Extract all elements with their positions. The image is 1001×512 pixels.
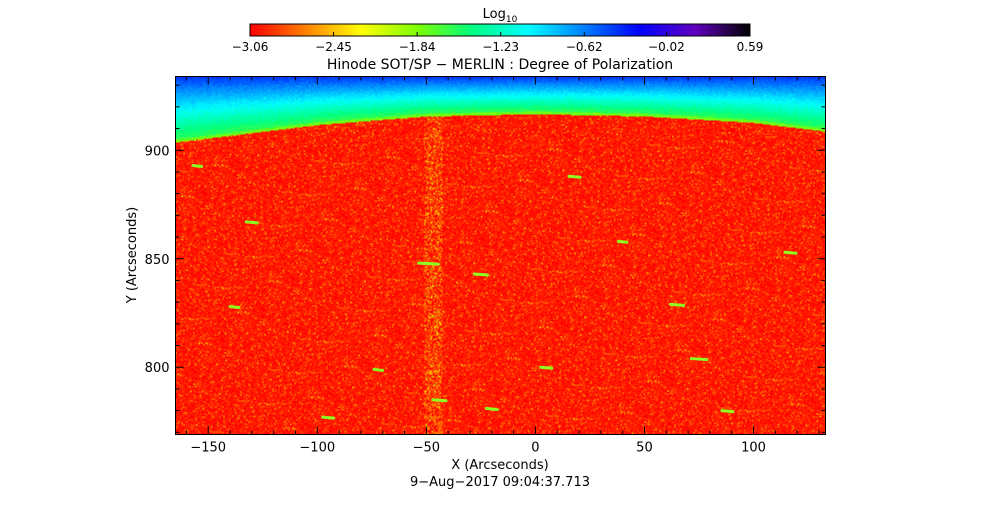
plot-frame [175,76,826,435]
y-axis-label: Y (Arcseconds) [125,207,140,304]
y-tick-label: 850 [145,253,170,268]
colorbar-tick-label: −0.62 [566,40,603,54]
colorbar-tick-label: −0.02 [648,40,685,54]
colorbar-gradient [249,23,751,37]
bright-feature [783,250,798,255]
timestamp: 9−Aug−2017 09:04:37.713 [410,475,590,490]
bright-feature [191,163,204,168]
x-tick-label: 50 [636,441,653,456]
axis-ticks: −150 −100 −50 0 50 100 800 850 900 [145,76,826,456]
bright-feature [484,406,499,411]
bright-feature [567,174,582,179]
bright-feature [321,415,336,420]
x-tick-label: 0 [531,441,539,456]
chart-title: Hinode SOT/SP − MERLIN : Degree of Polar… [327,57,673,73]
bright-feature [616,239,629,244]
x-tick-label: −150 [190,441,226,456]
x-tick-label: −50 [413,441,440,456]
colorbar-ticks: −3.06 −2.45 −1.84 −1.23 −0.62 −0.02 0.59 [232,32,764,54]
y-tick-label: 900 [145,144,170,159]
x-tick-label: −100 [299,441,335,456]
polarization-map [175,76,826,435]
bright-feature [228,304,241,309]
bright-feature [669,302,686,307]
bright-feature [417,261,440,266]
bright-feature [431,398,448,403]
bright-feature [720,409,735,414]
colorbar-tick-label: −3.06 [232,40,269,54]
polarization-map-image [175,76,826,435]
colorbar-tick-label: 0.59 [737,40,764,54]
colorbar-tick-label: −1.84 [399,40,436,54]
bright-feature [372,367,385,372]
colorbar-label: Log10 [483,7,518,25]
x-tick-label: 100 [741,441,766,456]
bright-feature [539,365,554,370]
bright-feature [472,272,489,277]
colorbar: Log10 −3.06 −2.45 −1.84 −1.23 −0.62 −0.02 0.59 [232,7,764,54]
bright-feature [689,357,709,362]
x-axis-label: X (Arcseconds) [451,458,548,473]
colorbar-tick-label: −1.23 [482,40,519,54]
colorbar-tick-label: −2.45 [315,40,352,54]
bright-feature [244,220,259,225]
y-tick-label: 800 [145,361,170,376]
